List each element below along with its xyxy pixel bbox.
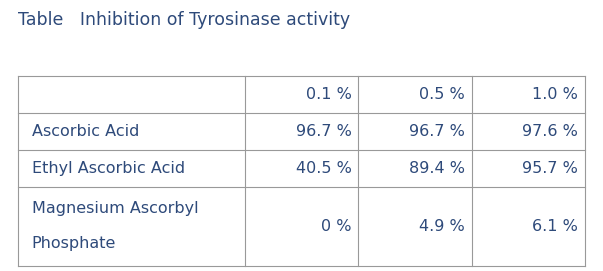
Text: 96.7 %: 96.7 %: [295, 124, 352, 139]
Text: 96.7 %: 96.7 %: [409, 124, 465, 139]
Text: 6.1 %: 6.1 %: [532, 219, 578, 234]
Text: 0.1 %: 0.1 %: [306, 87, 352, 102]
Text: Table   Inhibition of Tyrosinase activity: Table Inhibition of Tyrosinase activity: [18, 11, 350, 29]
Text: 0 %: 0 %: [321, 219, 352, 234]
Text: Ethyl Ascorbic Acid: Ethyl Ascorbic Acid: [32, 161, 185, 176]
Text: 89.4 %: 89.4 %: [409, 161, 465, 176]
Text: 95.7 %: 95.7 %: [522, 161, 578, 176]
Text: 40.5 %: 40.5 %: [295, 161, 352, 176]
Text: Ascorbic Acid: Ascorbic Acid: [32, 124, 139, 139]
Text: 97.6 %: 97.6 %: [522, 124, 578, 139]
Text: Magnesium Ascorbyl: Magnesium Ascorbyl: [32, 201, 198, 217]
Text: 0.5 %: 0.5 %: [419, 87, 465, 102]
Text: 1.0 %: 1.0 %: [532, 87, 578, 102]
Text: 4.9 %: 4.9 %: [419, 219, 465, 234]
Text: Phosphate: Phosphate: [32, 236, 116, 251]
